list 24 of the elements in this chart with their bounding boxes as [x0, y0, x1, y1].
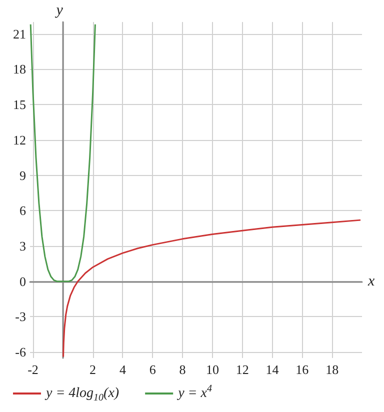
- y-tick-label: 9: [20, 168, 26, 183]
- line-series: [30, 24, 96, 282]
- x-tick-label: 18: [326, 362, 339, 377]
- y-axis-title: y: [54, 2, 64, 18]
- y-tick-label: 6: [20, 203, 26, 218]
- x-tick-label: -2: [28, 362, 38, 377]
- x-tick-label: 16: [296, 362, 310, 377]
- y-tick-label: 15: [13, 97, 26, 112]
- line-series: [62, 219, 362, 358]
- x-tick-label: 14: [266, 362, 280, 377]
- x-tick-label: 2: [90, 362, 96, 377]
- y-tick-label: 3: [20, 238, 26, 254]
- x-tick-label: 10: [206, 362, 219, 377]
- x-tick-label: 12: [236, 362, 249, 377]
- y-tick-label: 12: [13, 132, 26, 148]
- y-tick-label: 18: [13, 62, 26, 77]
- x-tick-label: 8: [179, 362, 186, 377]
- x-axis-title: x: [367, 273, 375, 290]
- y-tick-label: -3: [15, 309, 26, 324]
- y-tick-label: 21: [13, 26, 26, 42]
- x-tick-label: 4: [119, 362, 126, 377]
- y-tick-label: 0: [20, 274, 26, 289]
- x-tick-label: 6: [149, 362, 156, 377]
- y-tick-label: -6: [15, 344, 26, 360]
